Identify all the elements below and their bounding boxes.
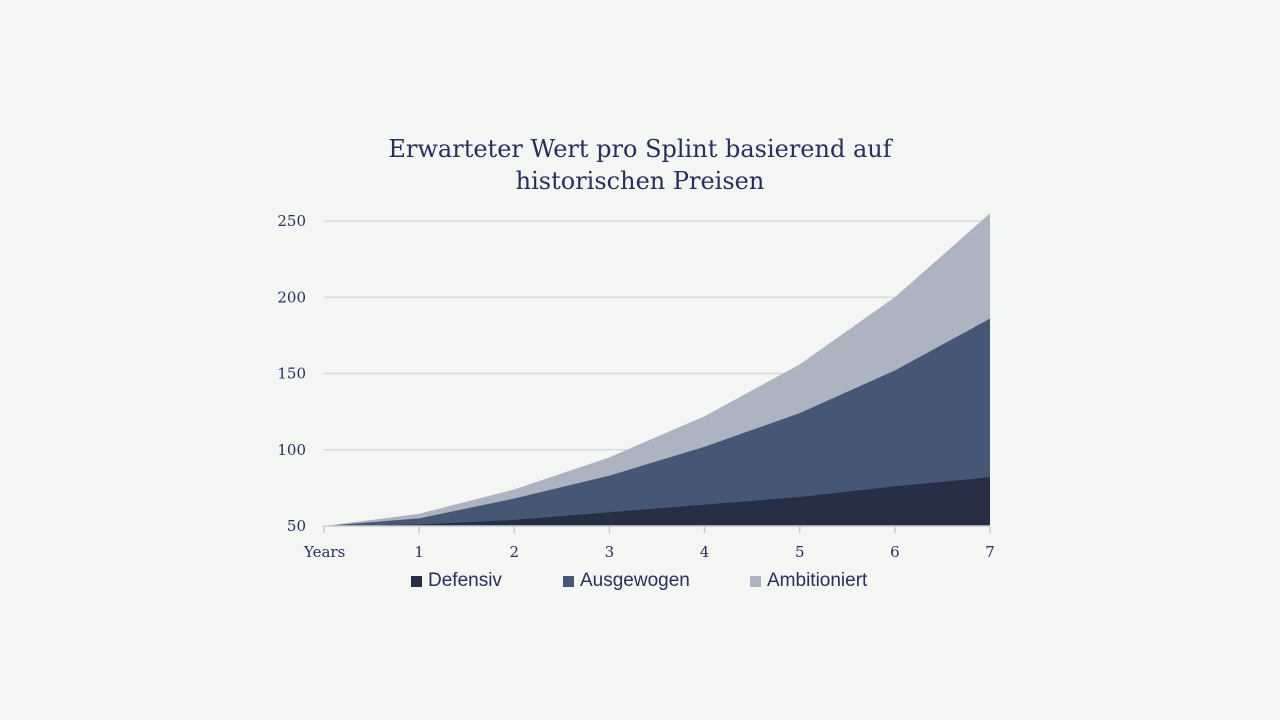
y-tick-label: 150 <box>277 365 306 383</box>
legend-item-ambitioniert: Ambitioniert <box>750 570 867 592</box>
legend-swatch <box>750 575 761 587</box>
x-tick-label: 7 <box>985 543 995 561</box>
legend: Defensiv Ausgewogen Ambitioniert <box>0 570 1280 594</box>
x-tick-label: 6 <box>890 543 900 561</box>
x-tick-label: 5 <box>795 543 805 561</box>
x-tick-label: 2 <box>510 543 520 561</box>
legend-label: Ausgewogen <box>580 570 690 591</box>
axes: 50 100 150 200 250 Years 1 2 3 4 5 6 7 <box>277 212 994 561</box>
y-tick-label: 50 <box>287 517 306 535</box>
legend-label: Ambitioniert <box>767 570 868 591</box>
legend-item-defensiv: Defensiv <box>411 570 502 592</box>
chart-title: Erwarteter Wert pro Splint basierend auf… <box>388 135 892 195</box>
legend-swatch <box>411 575 422 587</box>
x-tick-label: 4 <box>700 543 710 561</box>
y-tick-label: 100 <box>277 441 306 459</box>
area-series <box>324 213 990 526</box>
x-tick-label: 3 <box>605 543 615 561</box>
y-tick-label: 200 <box>277 288 306 306</box>
legend-label: Defensiv <box>428 570 502 591</box>
area-ausgewogen <box>324 318 990 526</box>
y-tick-label: 250 <box>277 212 306 230</box>
legend-item-ausgewogen: Ausgewogen <box>563 570 690 592</box>
x-tick-label: Years <box>303 543 345 561</box>
area-defensiv <box>324 477 990 526</box>
x-tick-label: 1 <box>414 543 424 561</box>
legend-swatch <box>563 575 574 587</box>
